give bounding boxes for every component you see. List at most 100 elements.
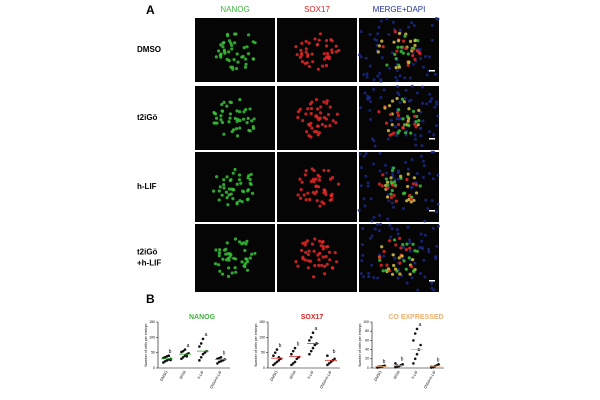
cell: [225, 241, 229, 245]
cell: [305, 130, 309, 134]
cell: [234, 66, 239, 71]
nucleus: [379, 19, 383, 23]
cell: [231, 128, 236, 132]
cell: [310, 242, 315, 246]
cell: [212, 121, 216, 125]
cell: [233, 257, 238, 261]
data-point: [412, 339, 415, 342]
cell: [413, 114, 417, 118]
nucleus: [409, 98, 413, 102]
nucleus: [372, 78, 376, 82]
cell: [387, 104, 392, 108]
cell: [322, 116, 327, 120]
cell: [220, 109, 224, 113]
cell: [387, 239, 392, 243]
nucleus: [410, 276, 414, 280]
cell: [320, 263, 324, 268]
cell: [313, 37, 317, 41]
cell: [246, 176, 250, 180]
nucleus: [365, 75, 369, 79]
nucleus: [430, 281, 434, 285]
nucleus: [389, 235, 393, 239]
data-point: [273, 362, 277, 365]
cell: [217, 189, 221, 193]
data-point: [309, 336, 313, 339]
cell: [330, 176, 335, 180]
cell: [307, 134, 311, 138]
cell: [400, 97, 405, 101]
nucleus: [431, 226, 435, 230]
cell: [397, 129, 401, 133]
cell: [330, 39, 334, 43]
row-label: DMSO: [137, 45, 161, 54]
nucleus: [372, 87, 376, 91]
cell: [392, 131, 396, 135]
nucleus: [386, 217, 390, 221]
cell: [320, 240, 324, 244]
data-point: [219, 355, 223, 359]
cell: [397, 65, 401, 69]
cell: [415, 249, 419, 253]
cell: [322, 100, 326, 104]
cell: [216, 49, 221, 53]
cell: [398, 272, 402, 276]
nucleus: [377, 229, 381, 233]
cell: [417, 50, 421, 54]
cell: [215, 175, 219, 179]
cell: [316, 116, 320, 120]
cell: [418, 184, 422, 188]
nucleus: [362, 73, 366, 77]
cell: [404, 267, 408, 271]
cell: [216, 263, 221, 267]
nucleus: [430, 286, 434, 290]
cell: [299, 248, 304, 253]
nucleus: [423, 219, 427, 223]
nucleus: [395, 79, 399, 83]
nucleus: [362, 275, 366, 279]
nucleus: [418, 126, 422, 130]
scale-bar: [429, 70, 435, 72]
cell: [242, 264, 246, 268]
scale-bar: [429, 280, 435, 282]
nucleus: [387, 199, 391, 203]
nucleus: [415, 91, 419, 95]
cell: [380, 245, 384, 249]
cell: [304, 250, 308, 255]
cell: [312, 168, 316, 173]
nucleus: [358, 152, 362, 156]
nucleus: [396, 171, 400, 175]
nucleus: [426, 206, 430, 210]
significance-letter: b: [169, 349, 172, 355]
cell: [377, 44, 381, 48]
cell: [379, 263, 383, 267]
nucleus: [378, 169, 382, 173]
x-tick-label: t2iGö+h-LIF: [209, 369, 223, 389]
nucleus: [430, 97, 434, 101]
cell: [385, 186, 389, 190]
cell: [391, 253, 395, 257]
cell: [310, 52, 314, 56]
nucleus: [434, 124, 438, 128]
significance-letter: a: [187, 343, 190, 349]
cell: [390, 123, 394, 127]
x-tick-label: t2iGö: [393, 370, 401, 380]
cell: [215, 121, 219, 125]
nucleus: [436, 17, 440, 21]
nucleus: [413, 137, 417, 141]
nucleus: [379, 79, 383, 83]
cell: [411, 257, 415, 262]
cell: [220, 193, 224, 197]
x-tick-label: h-LIF: [197, 369, 205, 379]
y-tick-label: 100: [363, 320, 369, 324]
cell: [238, 110, 242, 114]
nucleus: [363, 91, 367, 95]
cell: [396, 39, 401, 43]
data-point: [180, 357, 183, 361]
nucleus: [388, 223, 392, 227]
cell: [303, 258, 307, 262]
cell: [310, 126, 314, 130]
data-point: [183, 348, 187, 351]
micrograph: [195, 152, 275, 222]
data-point: [412, 362, 415, 365]
cell: [253, 251, 257, 256]
